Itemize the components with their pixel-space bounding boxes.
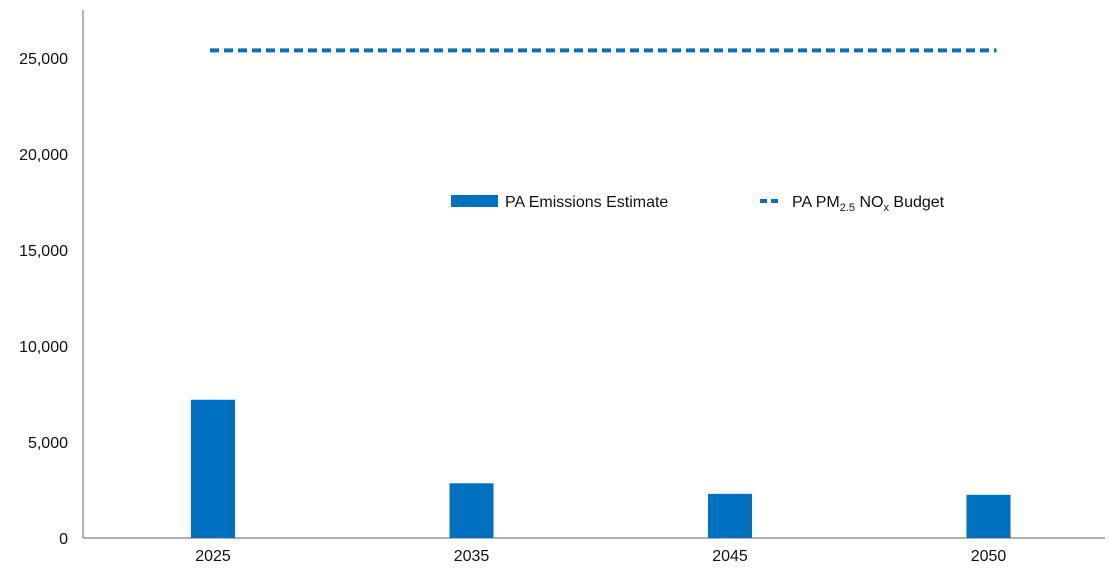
legend-line-suffix: Budget: [889, 194, 945, 211]
legend-line-sub2: x: [883, 202, 889, 214]
bars: [191, 399, 1011, 538]
legend: PA Emissions Estimate PA PM2.5 NOx Budge…: [451, 194, 945, 214]
legend-line-label: PA PM2.5 NOx Budget: [792, 194, 945, 214]
x-tick-label-2025: 2025: [195, 548, 231, 565]
bar-2050: [966, 494, 1011, 538]
x-tick-labels: 2025 2035 2045 2050: [195, 548, 1006, 565]
legend-bar-swatch: [451, 195, 498, 207]
y-tick-label: 10,000: [19, 339, 68, 356]
y-tick-label: 15,000: [19, 243, 68, 260]
y-tick-label: 5,000: [28, 435, 68, 452]
y-tick-label: 0: [59, 531, 68, 548]
x-tick-label-2045: 2045: [712, 548, 748, 565]
bar-2045: [708, 493, 752, 538]
x-tick-label-2050: 2050: [971, 548, 1007, 565]
legend-line-prefix: PA PM: [792, 194, 840, 211]
y-tick-labels: 0 5,000 10,000 15,000 20,000 25,000: [19, 51, 68, 548]
x-tick-label-2035: 2035: [454, 548, 490, 565]
y-tick-label: 20,000: [19, 147, 68, 164]
legend-bar-label: PA Emissions Estimate: [505, 194, 668, 211]
y-tick-label: 25,000: [19, 51, 68, 68]
legend-line-sub1: 2.5: [840, 202, 855, 214]
legend-line-mid: NO: [855, 194, 883, 211]
bar-2035: [449, 483, 494, 538]
bar-2025: [191, 399, 235, 538]
